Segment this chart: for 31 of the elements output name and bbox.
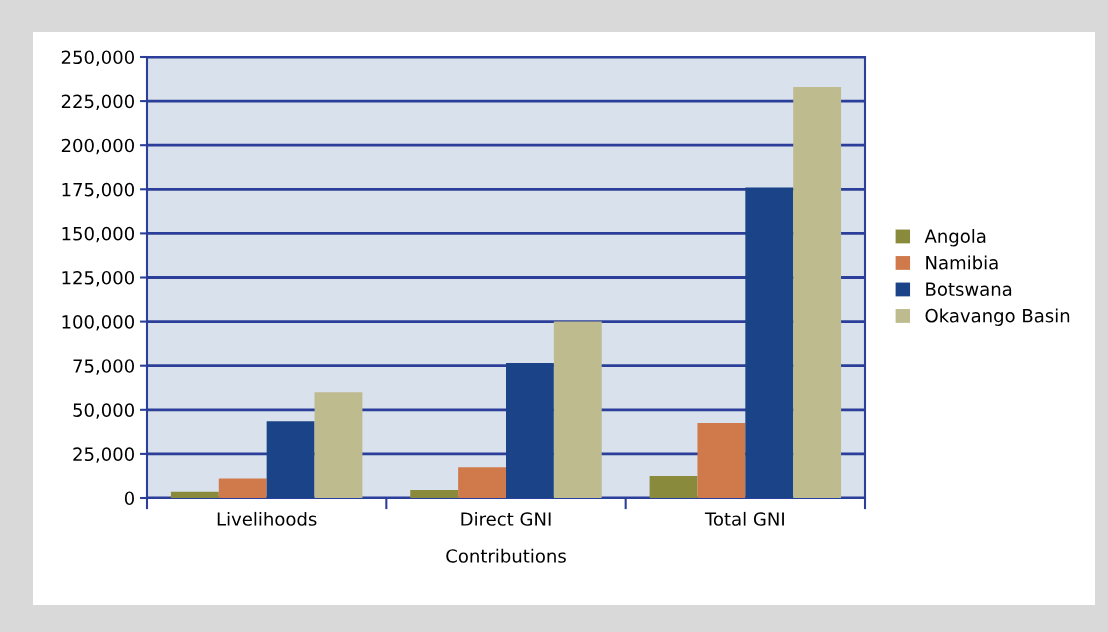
y-tick-label: 200,000 [61,138,134,155]
y-tick-label: 250,000 [61,50,134,66]
bar [793,86,842,498]
bar [745,187,794,498]
legend-label: Botswana [926,282,1012,296]
bar [553,321,602,498]
x-tick-label: Total GNI [704,511,784,526]
y-tick-label: 225,000 [61,94,134,111]
bar [170,491,219,498]
bar [697,423,746,498]
y-tick-label: 0 [124,491,134,506]
y-tick-label: 75,000 [73,359,134,375]
bar [649,475,698,498]
bar [458,467,506,498]
bar [314,392,363,498]
bar [218,478,267,498]
legend-label: Angola [924,229,986,247]
y-tick-label: 25,000 [73,447,134,463]
bar [506,363,554,498]
y-tick-label: 125,000 [62,270,134,287]
y-tick-label: 50,000 [73,403,134,419]
bar [410,490,459,498]
bar [266,421,315,498]
legend-label: Okavango Basin [925,308,1070,326]
y-tick-label: 175,000 [62,182,134,199]
x-tick-label: Livelihoods [217,511,317,526]
legend-label: Namibia [926,255,998,270]
x-axis-title: Contributions [446,548,566,563]
y-tick-label: 150,000 [62,226,134,243]
x-tick-label: Direct GNI [461,511,551,526]
y-tick-label: 100,000 [62,315,134,331]
